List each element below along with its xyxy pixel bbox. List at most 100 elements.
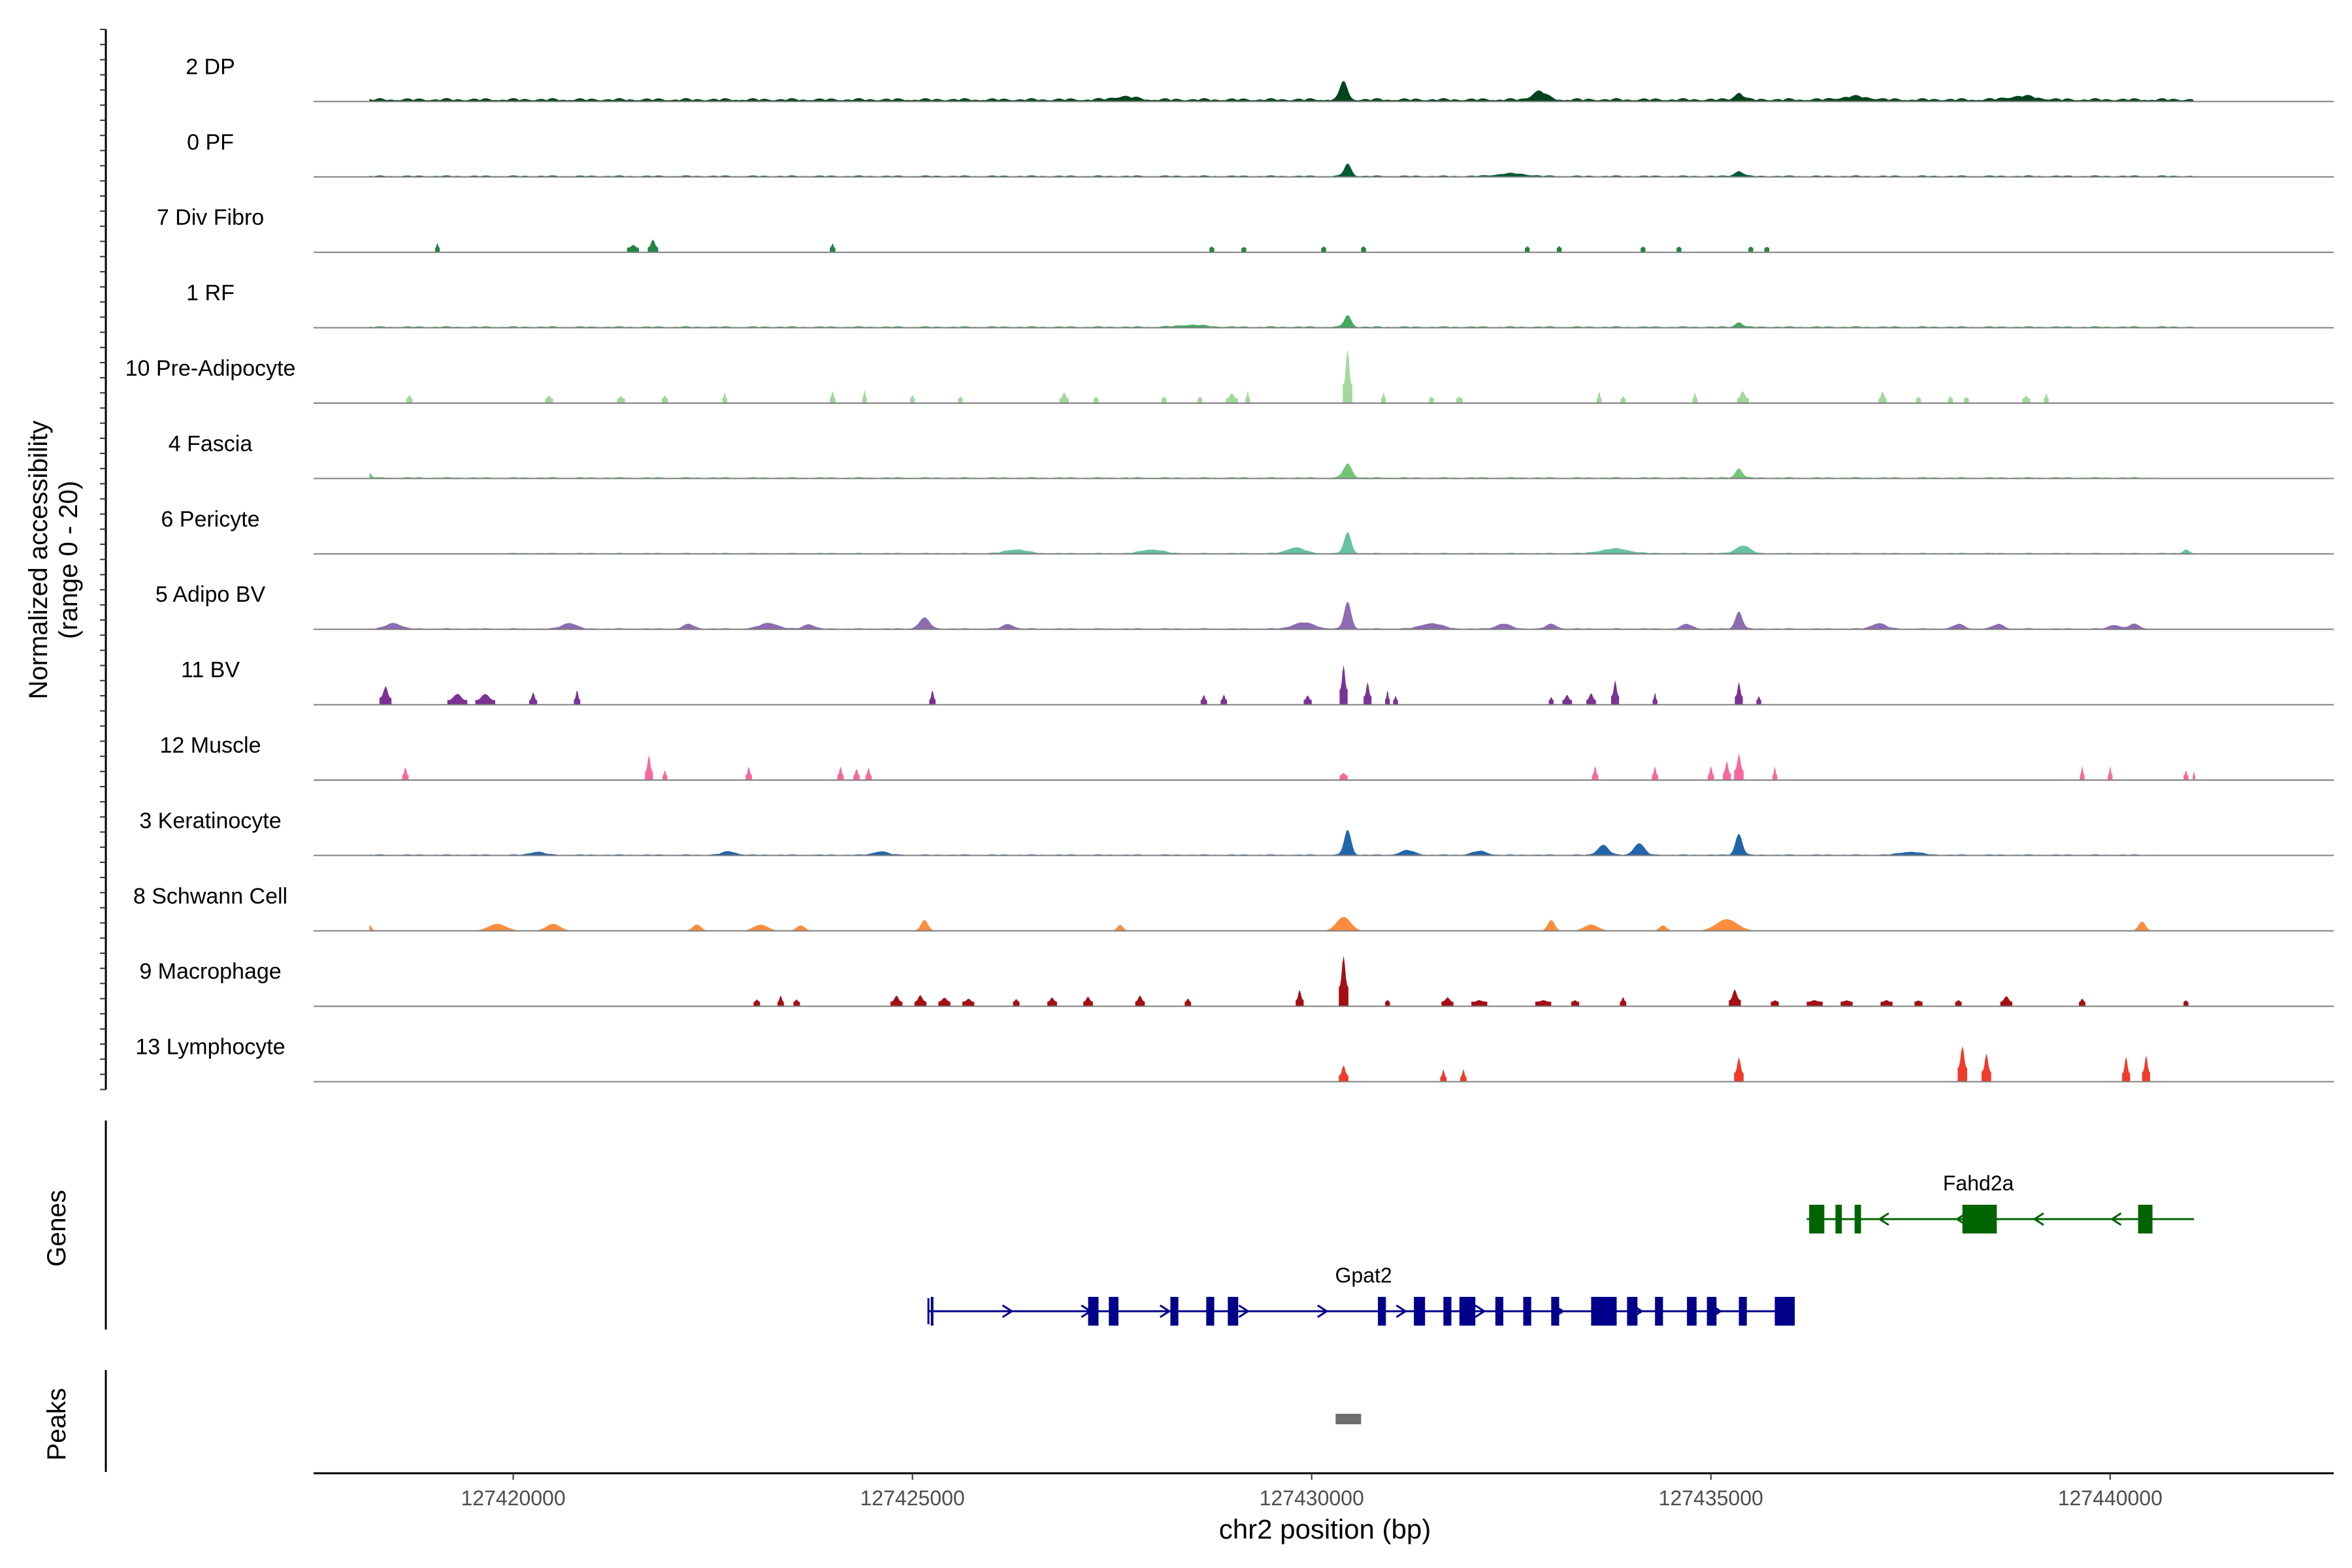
coverage-peak [830,243,836,253]
strand-arrow [1159,1304,1171,1318]
peak-track [1335,1414,1362,1424]
coverage-peak [1321,246,1326,253]
coverage-peak [1535,1000,1552,1007]
coverage-peak [1303,695,1312,705]
coverage-peak [1734,753,1744,780]
coverage-peak [1957,1046,1967,1082]
coverage-peak [1735,681,1743,705]
gene-track: Fahd2a Gpat2 [927,1171,2195,1326]
coverage-peak [1734,1057,1744,1082]
coverage-peak [1184,998,1192,1007]
strand-arrow [1878,1212,1889,1226]
coverage-peak [447,693,468,705]
coverage-peak [1982,1053,1991,1082]
coverage-peak [1548,696,1554,705]
genes-axis-label: Genes [42,1190,71,1267]
track-label: 11 BV [181,658,240,683]
coverage-peak [1729,989,1741,1007]
coverage-peak [406,395,413,403]
coverage-peak [1641,246,1646,253]
coverage-peak [1047,997,1057,1007]
coverage-peak [1364,682,1372,705]
coverage-peak [1385,690,1390,705]
gene-exon [1687,1297,1697,1326]
coverage-peak [2044,393,2049,403]
coverage-peak [1135,995,1145,1007]
coverage-peak [1620,997,1627,1007]
y-axis-label-range: (range 0 - 20) [54,481,83,639]
coverage-tracks: 2 DP 0 PF 7 Div Fibro 1 RF 10 Pre-Adipocyte 4… [125,54,2334,1083]
x-tick-label: 127425000 [860,1486,965,1510]
strand-arrow [1238,1304,1250,1318]
coverage-peak [1296,990,1304,1007]
strand-arrow [2110,1212,2122,1226]
track-label: 0 PF [187,130,234,155]
coverage-peak [1611,680,1620,705]
track-3-keratinocyte: 3 Keratinocyte [139,808,2334,857]
coverage-peak [2193,771,2195,780]
coverage-peak [1471,1000,1488,1007]
strand-arrow [1396,1304,1408,1318]
coverage-area [369,315,2195,328]
gene-exon [1088,1297,1099,1326]
track-1-rf: 1 RF [186,281,2334,329]
coverage-peak [1339,955,1348,1007]
track-0-pf: 0 PF [187,130,2334,178]
coverage-area [369,80,2195,102]
x-axis-label: chr2 position (bp) [1219,1514,1431,1544]
strand-arrow [1002,1304,1014,1318]
coverage-peak [1964,397,1969,403]
coverage-peak [402,767,409,780]
coverage-peak [1385,1000,1390,1007]
track-label: 6 Pericyte [161,507,259,532]
coverage-peak [1692,392,1697,403]
coverage-peak [1241,247,1247,253]
track-label: 7 Div Fibro [157,205,264,230]
coverage-peak [1764,246,1769,253]
coverage-peak [1339,773,1348,780]
gene-exon [1495,1297,1503,1326]
coverage-area [369,463,2159,479]
gene-exon [1739,1297,1747,1326]
coverage-peak [2142,1055,2150,1082]
coverage-peak [1771,1000,1779,1007]
gene-exon [1414,1297,1426,1326]
gene-exon [1854,1205,1861,1233]
gene-exon [1707,1297,1717,1326]
coverage-peak [1620,396,1625,403]
coverage-area [369,163,2195,177]
coverage-peak [2080,766,2085,780]
gene-exon [930,1297,934,1326]
coverage-peak [1652,693,1658,705]
coverage-peak [1361,246,1366,253]
gene-gpat2: Gpat2 [927,1264,1795,1326]
gene-exon [1551,1297,1560,1326]
coverage-peak [1676,246,1682,253]
coverage-peak [1707,766,1714,780]
track-label: 1 RF [186,281,235,306]
gene-exon [2138,1205,2153,1233]
coverage-peak [1456,396,1463,403]
coverage-peak [722,392,728,403]
gene-exon [1228,1297,1239,1326]
gene-exon [1459,1297,1476,1326]
strand-arrow [1475,1304,1486,1318]
coverage-peak [434,243,440,253]
strand-arrow [1316,1304,1329,1318]
track-label: 10 Pre-Adipocyte [125,356,296,381]
coverage-peak [1381,392,1386,403]
track-label: 9 Macrophage [139,959,281,984]
coverage-peak [909,395,915,403]
coverage-peak [929,690,936,705]
coverage-peak [2122,1056,2131,1082]
coverage-peak [793,999,800,1007]
coverage-peak [545,395,553,403]
coverage-peak [1562,694,1573,705]
track-label: 3 Keratinocyte [139,808,281,833]
peak-region [1335,1414,1362,1424]
x-tick-label: 127435000 [1659,1486,1763,1510]
coverage-peak [1226,393,1238,403]
coverage-peak [2079,998,2085,1007]
coverage-peak [1440,1069,1447,1082]
